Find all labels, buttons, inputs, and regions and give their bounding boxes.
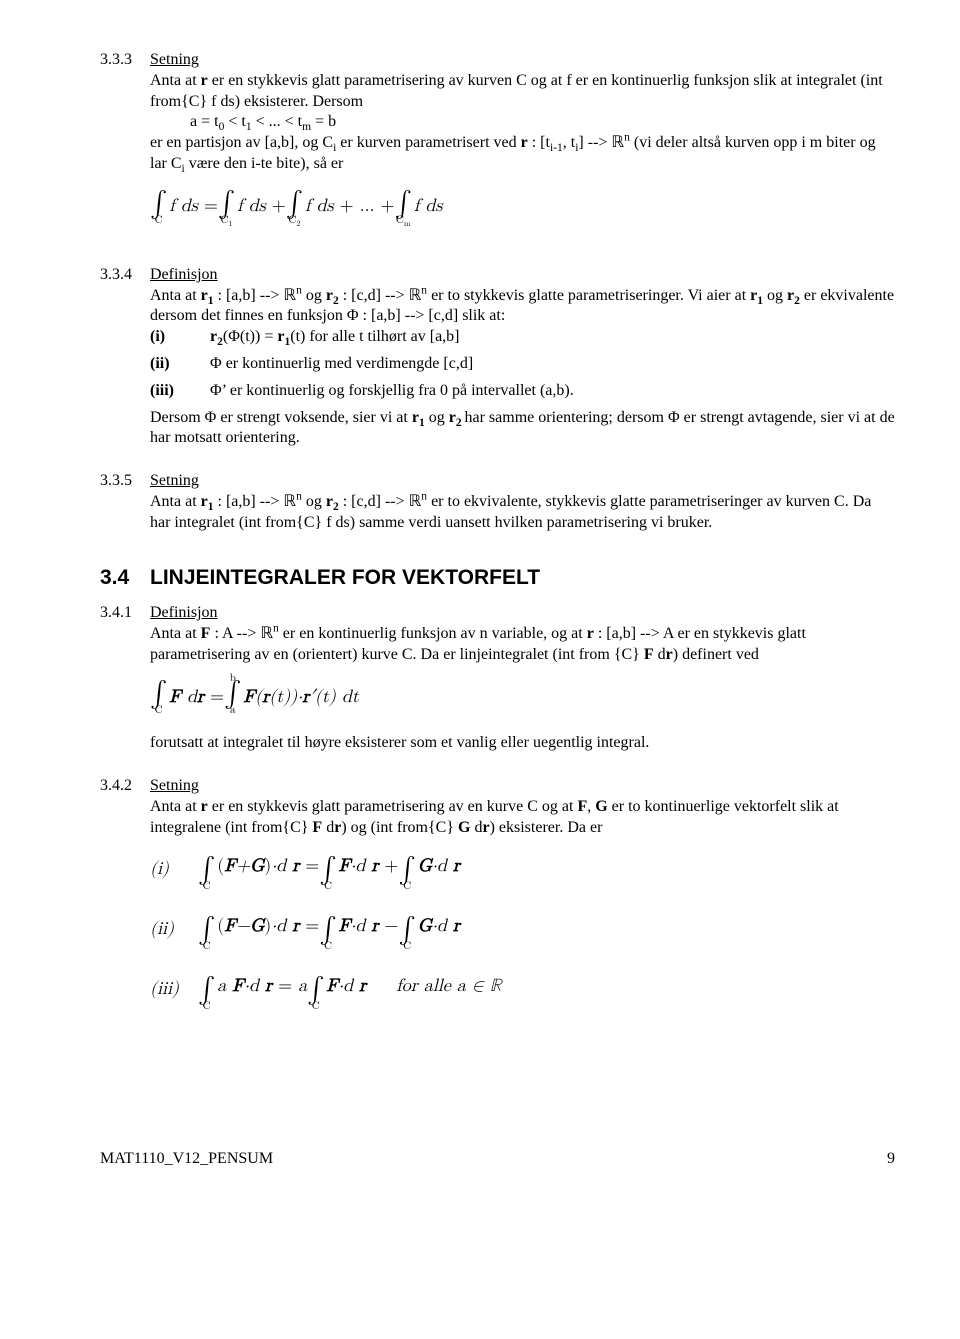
formula-image: (i) ∫C (F+G)·d r = ∫C F·d r + ∫C G·d r (… [150, 849, 895, 1011]
text: Anta at r er en stykkevis glatt parametr… [150, 72, 883, 110]
text: a = t0 < t1 < ... < tm = b [190, 112, 895, 133]
formula-image: ∫C F dr = b∫a F(r(t))·r′(t) dt [150, 673, 895, 715]
footer-left: MAT1110_V12_PENSUM [100, 1149, 273, 1170]
section-number: 3.3.4 [100, 265, 150, 449]
text: Anta at F : A --> ℝn er en kontinuerlig … [150, 625, 806, 663]
section-body: Setning Anta at r er en stykkevis glatt … [150, 50, 895, 243]
section-body: Definisjon Anta at r1 : [a,b] --> ℝn og … [150, 265, 895, 449]
page-footer: MAT1110_V12_PENSUM 9 [100, 1149, 895, 1170]
list-item-i: (i) r2(Φ(t)) = r1(t) for alle t tilhørt … [150, 327, 895, 348]
section-title: Setning [150, 777, 199, 794]
text: Anta at r er en stykkevis glatt parametr… [150, 798, 839, 836]
section-title: Setning [150, 51, 199, 68]
section-title: Definisjon [150, 266, 218, 283]
text: Anta at r1 : [a,b] --> ℝn og r2 : [c,d] … [150, 287, 894, 325]
section-number: 3.3.5 [100, 471, 150, 533]
section-3-3-5: 3.3.5 Setning Anta at r1 : [a,b] --> ℝn … [100, 471, 895, 533]
heading-3-4: 3.4 LINJEINTEGRALER FOR VEKTORFELT [100, 564, 895, 591]
text: er en partisjon av [a,b], og Ci er kurve… [150, 134, 876, 172]
section-body: Setning Anta at r er en stykkevis glatt … [150, 776, 895, 1029]
section-title: Setning [150, 472, 199, 489]
section-number: 3.4.1 [100, 603, 150, 754]
section-number: 3.4.2 [100, 776, 150, 1029]
formula-image: ∫C f ds = ∫C1 f ds + ∫C2 f ds + ... + ∫C… [150, 183, 895, 225]
section-row: 3.4.1 Definisjon Anta at F : A --> ℝn er… [100, 603, 895, 754]
section-body: Definisjon Anta at F : A --> ℝn er en ko… [150, 603, 895, 754]
text: Anta at r1 : [a,b] --> ℝn og r2 : [c,d] … [150, 493, 871, 531]
footer-page-number: 9 [887, 1149, 895, 1170]
section-row: 3.4.2 Setning Anta at r er en stykkevis … [100, 776, 895, 1029]
text: Dersom Φ er strengt voksende, sier vi at… [150, 409, 895, 447]
section-3-4-1: 3.4.1 Definisjon Anta at F : A --> ℝn er… [100, 603, 895, 754]
section-number: 3.3.3 [100, 50, 150, 243]
section-row: 3.3.5 Setning Anta at r1 : [a,b] --> ℝn … [100, 471, 895, 533]
heading-number: 3.4 [100, 564, 150, 591]
text: forutsatt at integralet til høyre eksist… [150, 734, 649, 751]
section-3-4-2: 3.4.2 Setning Anta at r er en stykkevis … [100, 776, 895, 1029]
heading-title: LINJEINTEGRALER FOR VEKTORFELT [150, 564, 540, 591]
list-item-ii: (ii) Φ er kontinuerlig med verdimengde [… [150, 354, 895, 375]
section-3-3-3: 3.3.3 Setning Anta at r er en stykkevis … [100, 50, 895, 243]
section-body: Setning Anta at r1 : [a,b] --> ℝn og r2 … [150, 471, 895, 533]
section-title: Definisjon [150, 604, 218, 621]
list-item-iii: (iii) Φ’ er kontinuerlig og forskjellig … [150, 381, 895, 402]
section-row: 3.3.4 Definisjon Anta at r1 : [a,b] --> … [100, 265, 895, 449]
section-row: 3.3.3 Setning Anta at r er en stykkevis … [100, 50, 895, 243]
section-3-3-4: 3.3.4 Definisjon Anta at r1 : [a,b] --> … [100, 265, 895, 449]
